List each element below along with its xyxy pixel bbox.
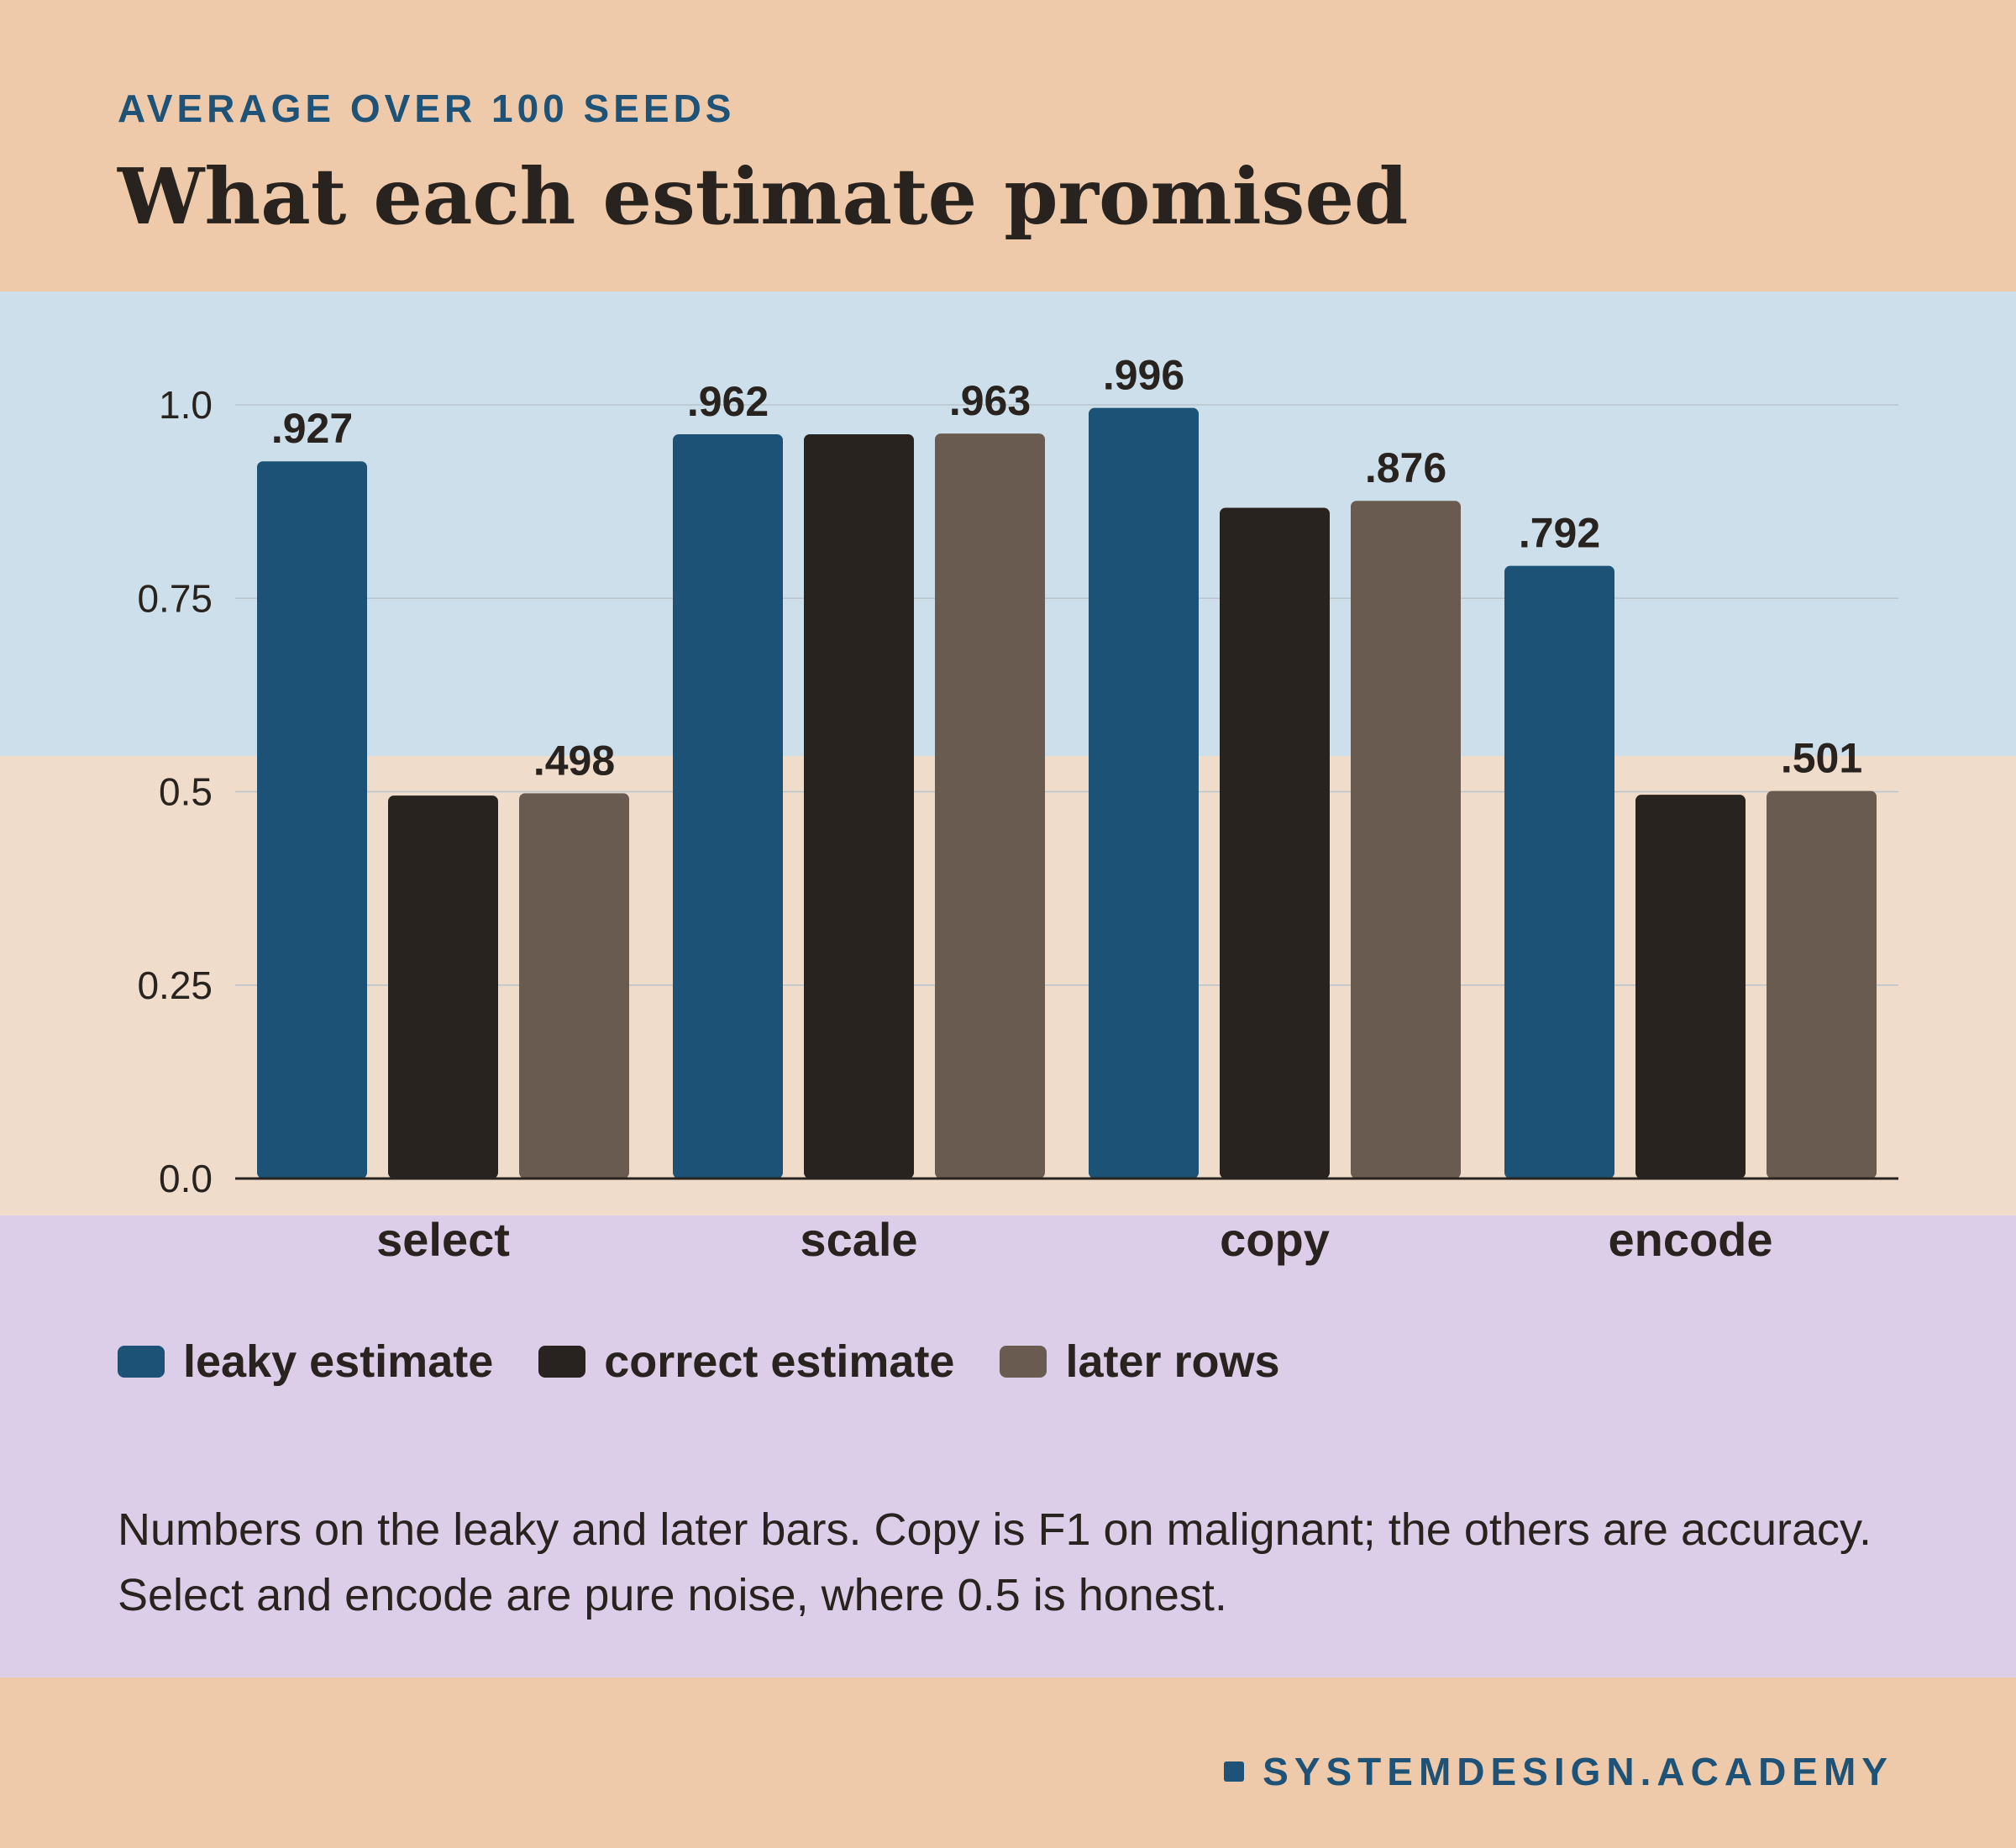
value-label: .963 — [949, 377, 1031, 424]
value-labels: .927 .498 .962 .963 .996 .876 .792 .501 — [271, 352, 1862, 785]
bar-copy-leaky — [1089, 407, 1199, 1179]
y-tick-label: 0.75 — [137, 576, 213, 620]
bar-copy-later — [1351, 501, 1461, 1179]
value-label: .876 — [1365, 444, 1446, 491]
legend: leaky estimate correct estimate later ro… — [118, 1336, 1280, 1388]
legend-swatch-later — [1000, 1346, 1047, 1378]
bar-select-later — [519, 793, 629, 1179]
value-label: .792 — [1519, 510, 1600, 557]
y-tick-label: 0.25 — [137, 963, 213, 1007]
x-category-label: select — [376, 1213, 510, 1266]
bar-encode-leaky — [1504, 565, 1614, 1179]
brand-square-icon — [1224, 1761, 1245, 1782]
chart-title: What each estimate promised — [118, 151, 1409, 242]
bar-copy-correct — [1220, 507, 1330, 1179]
legend-label-later: later rows — [1065, 1336, 1280, 1387]
x-axis: select scale copy encode — [235, 1177, 1898, 1266]
bars — [257, 407, 1877, 1179]
grid-lines — [235, 404, 1898, 986]
y-axis: 0.0 0.25 0.5 0.75 1.0 — [137, 383, 213, 1200]
legend-swatch-leaky — [118, 1346, 165, 1378]
bar-scale-correct — [804, 433, 914, 1179]
legend-swatch-correct — [538, 1346, 586, 1378]
y-tick-label: 1.0 — [159, 383, 213, 427]
value-label: .927 — [271, 405, 353, 452]
y-tick-label: 0.0 — [159, 1157, 213, 1200]
legend-item-leaky: leaky estimate — [118, 1336, 493, 1388]
y-tick-label: 0.5 — [159, 770, 213, 814]
legend-label-leaky: leaky estimate — [183, 1336, 494, 1387]
legend-item-correct: correct estimate — [538, 1336, 954, 1388]
bar-chart: 0.0 0.25 0.5 0.75 1.0 .927 .498 .962 .963 .996 .8… — [137, 352, 1898, 1266]
chart-note: Numbers on the leaky and later bars. Cop… — [118, 1504, 1872, 1621]
legend-band — [0, 1215, 2016, 1677]
x-category-label: scale — [800, 1213, 917, 1266]
brand-text: SYSTEMDESIGN.ACADEMY — [1263, 1750, 1893, 1793]
legend-item-later: later rows — [1000, 1336, 1280, 1388]
bar-scale-leaky — [673, 433, 783, 1179]
value-label: .962 — [687, 378, 769, 425]
value-label: .996 — [1103, 352, 1184, 399]
bar-select-correct — [388, 795, 498, 1179]
chart-kicker: AVERAGE OVER 100 SEEDS — [118, 87, 736, 130]
x-category-label: encode — [1608, 1213, 1772, 1266]
value-label: .498 — [533, 737, 615, 784]
bar-select-leaky — [257, 461, 367, 1179]
bar-scale-later — [935, 433, 1045, 1179]
x-category-label: copy — [1220, 1213, 1330, 1266]
value-label: .501 — [1781, 735, 1862, 782]
bar-encode-correct — [1635, 795, 1746, 1179]
footer-brand: SYSTEMDESIGN.ACADEMY — [1224, 1749, 1893, 1794]
legend-label-correct: correct estimate — [604, 1336, 955, 1387]
bar-encode-later — [1767, 790, 1877, 1179]
